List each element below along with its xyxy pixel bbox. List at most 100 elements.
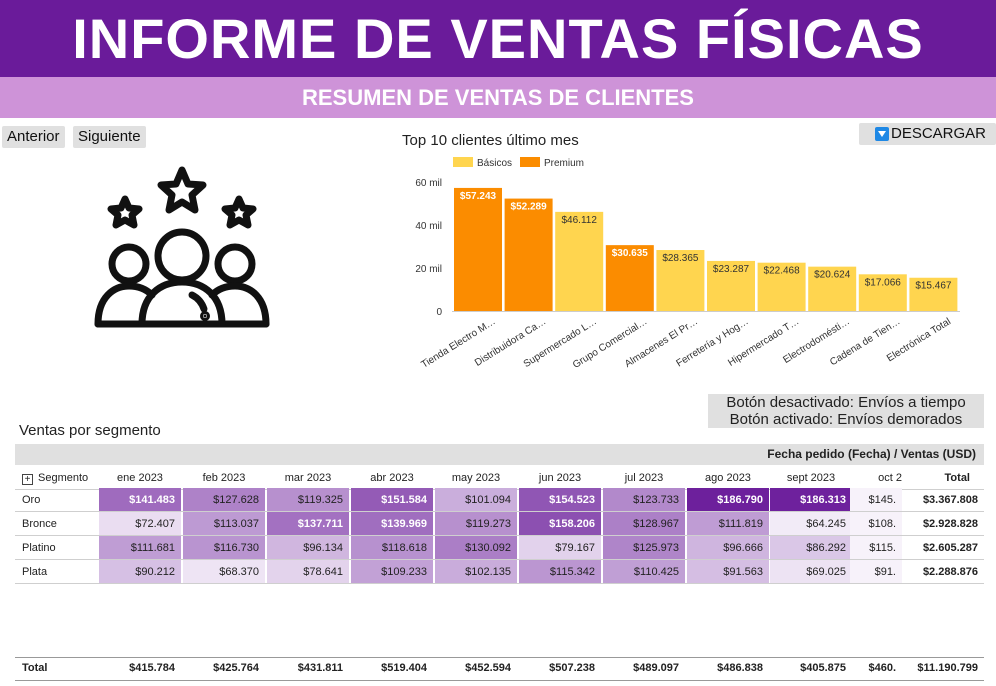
month-column-header: mar 2023 [284, 472, 332, 484]
bar-value-label-7: $20.624 [814, 270, 851, 281]
segment-column-header[interactable]: + Segmento [22, 466, 88, 490]
month-column-header: jun 2023 [538, 472, 582, 484]
total-cell: $507.238 [549, 662, 595, 674]
row-divider [15, 511, 984, 512]
row-total: $2.605.287 [922, 542, 978, 554]
bar-value-label-2: $46.112 [561, 215, 597, 226]
month-column-header: ene 2023 [117, 472, 163, 484]
table-cell: $78.641 [267, 560, 349, 584]
table-cell: $123.733 [603, 488, 685, 512]
y-tick-label-2: 40 mil [415, 221, 442, 232]
table-cell: $186.313 [770, 488, 852, 512]
table-cell: $113.037 [183, 512, 265, 536]
total-cell: $431.811 [297, 662, 343, 674]
month-column-header: may 2023 [451, 472, 501, 484]
bar-5 [707, 260, 755, 311]
plus-icon[interactable]: + [22, 474, 33, 485]
legend-swatch-1 [520, 157, 540, 167]
info-line-1: Botón desactivado: Envíos a tiempo [726, 394, 966, 411]
bar-value-label-3: $30.635 [612, 248, 649, 259]
table-header-label: Fecha pedido (Fecha) / Ventas (USD) [15, 444, 984, 465]
bar-2 [555, 211, 604, 311]
legend-swatch-0 [453, 157, 473, 167]
table-header-row: + Segmento ene 2023 feb 2023 mar 2023 abr 202… [15, 466, 984, 490]
segment-header-label: Segmento [38, 472, 89, 484]
table-cell: $72.407 [99, 512, 181, 536]
bar-8 [858, 274, 907, 311]
total-column-header: Total [944, 472, 970, 484]
bar-9 [909, 277, 958, 311]
total-divider [15, 657, 984, 658]
bar-value-label-5: $23.287 [713, 264, 750, 275]
bottom-divider [15, 680, 984, 681]
table-cell: $130.092 [435, 536, 517, 560]
download-label: DESCARGAR [891, 125, 987, 142]
month-column-header: sept 2023 [786, 472, 836, 484]
total-cell: $460. [868, 662, 896, 674]
row-total: $2.928.828 [922, 518, 978, 530]
table-cell: $141.483 [99, 488, 181, 512]
table-row: Bronce $72.407 $113.037 $137.711 $139.969 $11… [15, 512, 984, 536]
table-cell: $102.135 [435, 560, 517, 584]
row-label: Oro [22, 494, 41, 506]
table-cell: $91.563 [687, 560, 769, 584]
table-cell: $86.292 [770, 536, 852, 560]
bar-1 [504, 198, 553, 311]
table-cell: $118.618 [351, 536, 433, 560]
info-line-2: Botón activado: Envíos demorados [729, 411, 963, 428]
total-row-label: Total [22, 662, 48, 674]
bar-7 [808, 266, 857, 311]
table-cell: $96.134 [267, 536, 349, 560]
table-title: Ventas por segmento [19, 422, 161, 439]
table-cell: $119.325 [267, 488, 349, 512]
bar-value-label-0: $57.243 [460, 191, 497, 202]
table-cell: $108. [850, 512, 902, 536]
segment-pivot-table: + Segmento ene 2023 feb 2023 mar 2023 abr 202… [15, 466, 984, 686]
page-title: INFORME DE VENTAS FÍSICAS [0, 0, 996, 77]
info-box: Botón desactivado: Envíos a tiempo Botón… [708, 394, 984, 428]
table-cell: $115.342 [519, 560, 601, 584]
row-label: Platino [22, 542, 56, 554]
download-arrow-icon [875, 127, 889, 141]
download-button[interactable]: DESCARGAR [859, 123, 996, 145]
bar-value-label-4: $28.365 [662, 253, 699, 264]
row-divider [15, 535, 984, 536]
y-tick-label-3: 60 mil [415, 178, 442, 189]
next-button[interactable]: Siguiente [73, 126, 146, 148]
chart-title: Top 10 clientes último mes [402, 132, 579, 149]
total-cell: $425.764 [213, 662, 259, 674]
table-row: Oro $141.483 $127.628 $119.325 $151.584 $101.… [15, 488, 984, 512]
legend-label-1: Premium [544, 158, 584, 169]
table-cell: $139.969 [351, 512, 433, 536]
previous-button[interactable]: Anterior [2, 126, 65, 148]
table-cell: $125.973 [603, 536, 685, 560]
total-cell: $415.784 [129, 662, 175, 674]
table-cell: $101.094 [435, 488, 517, 512]
table-cell: $115. [850, 536, 902, 560]
table-cell: $111.819 [687, 512, 769, 536]
y-tick-label-0: 0 [436, 307, 442, 318]
bar-3 [605, 245, 654, 311]
month-column-header: jul 2023 [624, 472, 664, 484]
table-total-row: Total $415.784 $425.764 $431.811 $519.404 $45… [15, 656, 984, 680]
total-cell: $405.875 [800, 662, 846, 674]
month-column-header: abr 2023 [370, 472, 414, 484]
month-column-header: ago 2023 [705, 472, 751, 484]
table-cell: $127.628 [183, 488, 265, 512]
table-row: Plata $90.212 $68.370 $78.641 $109.233 $102.1… [15, 560, 984, 584]
table-cell: $116.730 [183, 536, 265, 560]
table-cell: $68.370 [183, 560, 265, 584]
month-column-header: feb 2023 [202, 472, 246, 484]
table-cell: $69.025 [770, 560, 852, 584]
bar-6 [757, 262, 806, 311]
bar-value-label-8: $17.066 [865, 277, 902, 288]
table-cell: $91. [850, 560, 902, 584]
table-cell: $145. [850, 488, 902, 512]
table-cell: $90.212 [99, 560, 181, 584]
table-cell: $119.273 [435, 512, 517, 536]
month-column-header: oct 2 [878, 472, 902, 484]
table-cell: $137.711 [267, 512, 349, 536]
bar-value-label-6: $22.468 [764, 266, 801, 277]
row-total: $3.367.808 [922, 494, 978, 506]
